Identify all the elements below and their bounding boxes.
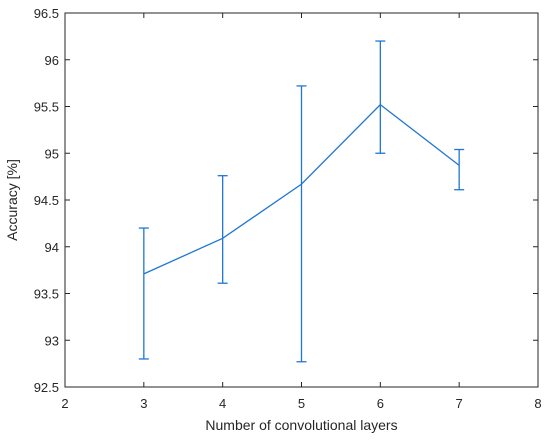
y-axis-label: Accuracy [%] [4,159,20,241]
x-tick-label: 2 [61,396,68,411]
x-tick-label: 8 [534,396,541,411]
x-tick-label: 3 [140,396,147,411]
y-tick-label: 96.5 [34,6,59,21]
error-bar [454,148,465,191]
x-axis-ticks: 2 3 4 5 6 7 8 [61,13,542,411]
error-bars [138,40,465,363]
error-bar [138,227,149,360]
x-axis-label: Number of convolutional layers [205,417,397,433]
y-tick-label: 92.5 [34,380,59,395]
x-tick-label: 5 [298,396,305,411]
y-tick-label: 95 [45,146,59,161]
x-tick-label: 7 [456,396,463,411]
error-bar [375,40,386,154]
y-tick-label: 94 [45,240,59,255]
error-bar [217,175,228,284]
error-bar [296,85,307,363]
y-tick-label: 94.5 [34,193,59,208]
x-tick-label: 4 [219,396,226,411]
y-tick-label: 93.5 [34,287,59,302]
y-tick-label: 95.5 [34,100,59,115]
x-tick-label: 6 [377,396,384,411]
y-axis-ticks: 92.5 93 93.5 94 94.5 95 95.5 96 96.5 [34,6,538,395]
series-line [143,103,460,275]
plot-area-frame [64,12,539,388]
y-tick-label: 96 [45,53,59,68]
y-tick-label: 93 [45,333,59,348]
